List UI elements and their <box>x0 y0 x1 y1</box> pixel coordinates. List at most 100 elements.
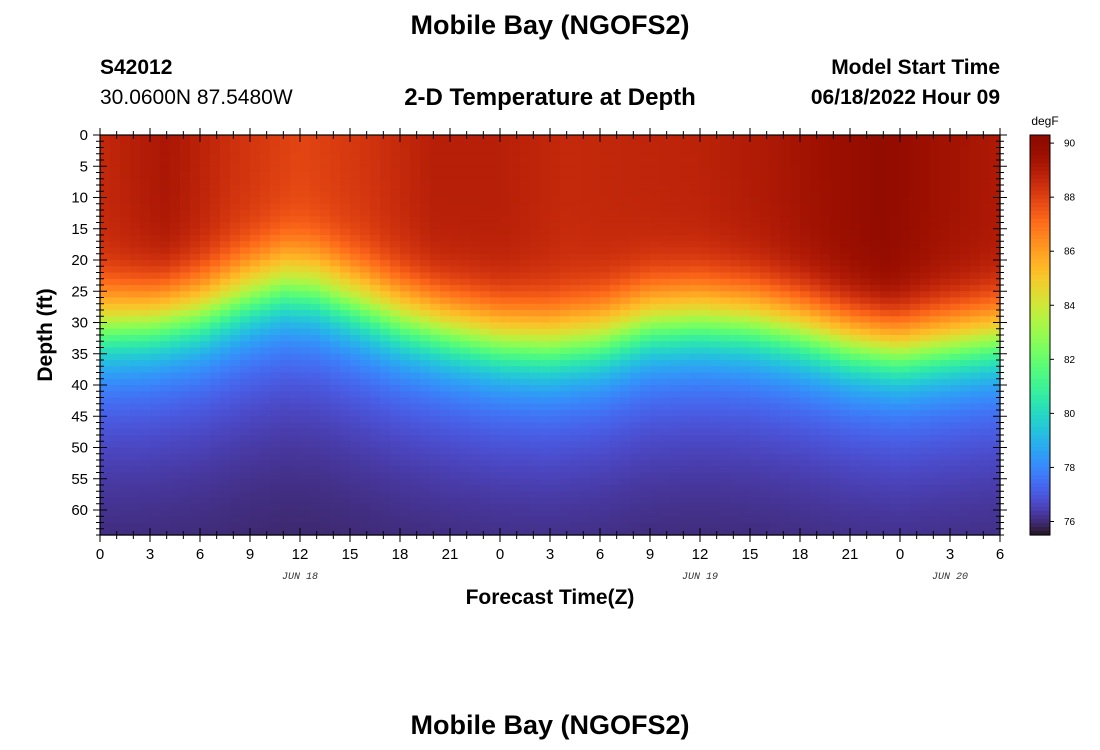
heatmap-cell <box>540 403 551 411</box>
heatmap-cell <box>240 460 251 467</box>
heatmap-cell <box>620 147 631 155</box>
heatmap-cell <box>560 516 571 524</box>
heatmap-cell <box>330 453 341 461</box>
heatmap-cell <box>750 378 761 386</box>
heatmap-cell <box>360 166 371 174</box>
heatmap-cell <box>570 510 581 517</box>
heatmap-cell <box>580 135 591 142</box>
heatmap-cell <box>130 360 141 367</box>
heatmap-cell <box>830 478 841 486</box>
heatmap-cell <box>420 472 431 480</box>
heatmap-cell <box>330 185 341 192</box>
heatmap-cell <box>780 453 791 461</box>
heatmap-cell <box>180 360 191 367</box>
heatmap-cell <box>200 322 211 330</box>
heatmap-cell <box>850 460 861 467</box>
heatmap-cell <box>290 341 301 349</box>
heatmap-cell <box>360 503 371 511</box>
heatmap-cell <box>450 216 461 224</box>
heatmap-cell <box>390 516 401 524</box>
heatmap-cell <box>690 328 701 336</box>
heatmap-cell <box>280 322 291 330</box>
heatmap-cell <box>810 428 821 436</box>
heatmap-cell <box>610 366 621 374</box>
heatmap-cell <box>100 447 111 455</box>
heatmap-cell <box>520 491 531 499</box>
heatmap-cell <box>710 360 721 367</box>
heatmap-cell <box>460 435 471 442</box>
heatmap-cell <box>220 266 231 274</box>
heatmap-cell <box>340 366 351 374</box>
heatmap-cell <box>630 410 641 417</box>
heatmap-cell <box>370 335 381 342</box>
heatmap-cell <box>760 372 771 380</box>
heatmap-cell <box>820 247 831 255</box>
heatmap-cell <box>740 322 751 330</box>
heatmap-cell <box>620 478 631 486</box>
heatmap-cell <box>240 247 251 255</box>
heatmap-cell <box>820 410 831 417</box>
heatmap-cell <box>740 310 751 317</box>
heatmap-cell <box>770 522 781 530</box>
heatmap-cell <box>860 435 871 442</box>
heatmap-cell <box>210 460 221 467</box>
heatmap-cell <box>650 328 661 336</box>
heatmap-cell <box>780 166 791 174</box>
heatmap-cell <box>740 422 751 430</box>
heatmap-cell <box>730 166 741 174</box>
heatmap-cell <box>690 397 701 405</box>
heatmap-cell <box>810 366 821 374</box>
heatmap-cell <box>510 260 521 267</box>
heatmap-cell <box>380 135 391 142</box>
heatmap-cell <box>680 285 691 292</box>
heatmap-cell <box>200 272 211 280</box>
heatmap-cell <box>540 135 551 142</box>
heatmap-cell <box>380 410 391 417</box>
heatmap-cell <box>760 191 771 199</box>
heatmap-cell <box>640 447 651 455</box>
heatmap-cell <box>560 478 571 486</box>
heatmap-cell <box>500 147 511 155</box>
heatmap-cell <box>620 360 631 367</box>
heatmap-cell <box>430 147 441 155</box>
heatmap-cell <box>120 391 131 399</box>
heatmap-cell <box>400 366 411 374</box>
heatmap-cell <box>550 397 561 405</box>
heatmap-cell <box>730 366 741 374</box>
heatmap-cell <box>610 210 621 217</box>
heatmap-cell <box>560 253 571 261</box>
heatmap-cell <box>150 397 161 405</box>
heatmap-cell <box>380 253 391 261</box>
heatmap-cell <box>700 528 711 536</box>
heatmap-cell <box>160 353 171 361</box>
heatmap-cell <box>770 278 781 286</box>
heatmap-cell <box>760 160 771 167</box>
heatmap-cell <box>530 435 541 442</box>
heatmap-cell <box>870 316 881 324</box>
heatmap-cell <box>760 260 771 267</box>
heatmap-cell <box>540 147 551 155</box>
heatmap-cell <box>870 410 881 417</box>
heatmap-cell <box>580 316 591 324</box>
heatmap-cell <box>170 422 181 430</box>
heatmap-cell <box>220 222 231 230</box>
heatmap-cell <box>410 247 421 255</box>
heatmap-cell <box>670 516 681 524</box>
heatmap-cell <box>860 147 871 155</box>
heatmap-cell <box>270 247 281 255</box>
heatmap-cell <box>650 510 661 517</box>
heatmap-cell <box>360 460 371 467</box>
heatmap-cell <box>710 510 721 517</box>
heatmap-cell <box>870 478 881 486</box>
heatmap-cell <box>850 441 861 449</box>
heatmap-cell <box>770 141 781 149</box>
heatmap-cell <box>180 153 191 161</box>
heatmap-cell <box>530 147 541 155</box>
heatmap-cell <box>590 460 601 467</box>
heatmap-cell <box>480 185 491 192</box>
heatmap-cell <box>370 172 381 180</box>
heatmap-cell <box>620 416 631 424</box>
heatmap-cell <box>270 360 281 367</box>
heatmap-cell <box>660 322 671 330</box>
heatmap-cell <box>380 341 391 349</box>
